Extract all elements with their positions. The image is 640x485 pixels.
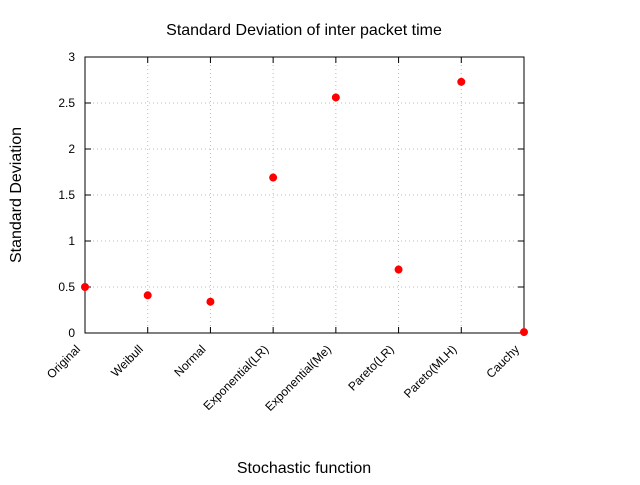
grid-lines <box>85 57 524 333</box>
data-point <box>520 328 528 337</box>
x-tick-label: Normal <box>171 342 208 379</box>
y-axis-ticks: 0 0.5 1 1.5 2 2.5 3 <box>58 50 524 340</box>
x-tick-label: Exponential(Me) <box>262 342 334 414</box>
y-tick-label: 2 <box>68 142 75 156</box>
data-point <box>331 93 340 102</box>
x-axis-ticks: Original Weibull NormalExponential(LR)Expo… <box>44 57 525 414</box>
y-axis-label: Standard Deviation <box>8 127 25 263</box>
x-tick-label: Weibull <box>108 342 146 380</box>
x-axis-label: Stochastic function <box>237 460 371 477</box>
x-tick-label: Cauchy <box>483 342 522 381</box>
data-point <box>269 173 278 182</box>
data-point <box>81 283 89 291</box>
x-tick-label: Pareto(MLH) <box>401 342 459 400</box>
y-tick-label: 0.5 <box>58 280 75 294</box>
data-points <box>81 77 528 337</box>
y-tick-label: 0 <box>68 326 75 340</box>
y-tick-label: 3 <box>68 50 75 64</box>
y-tick-label: 2.5 <box>58 96 75 110</box>
data-point <box>457 77 466 86</box>
x-tick-label: Exponential(LR) <box>201 342 272 413</box>
x-tick-label: Original <box>44 342 83 381</box>
plot-frame <box>84 56 525 334</box>
plot-border <box>84 56 525 334</box>
data-point <box>143 291 152 300</box>
data-point <box>394 265 403 274</box>
y-tick-label: 1.5 <box>58 188 75 202</box>
chart-title: Standard Deviation of inter packet time <box>166 22 442 39</box>
x-tick-label: Pareto(LR) <box>345 342 396 393</box>
y-tick-label: 1 <box>68 234 75 248</box>
data-point <box>206 297 215 306</box>
